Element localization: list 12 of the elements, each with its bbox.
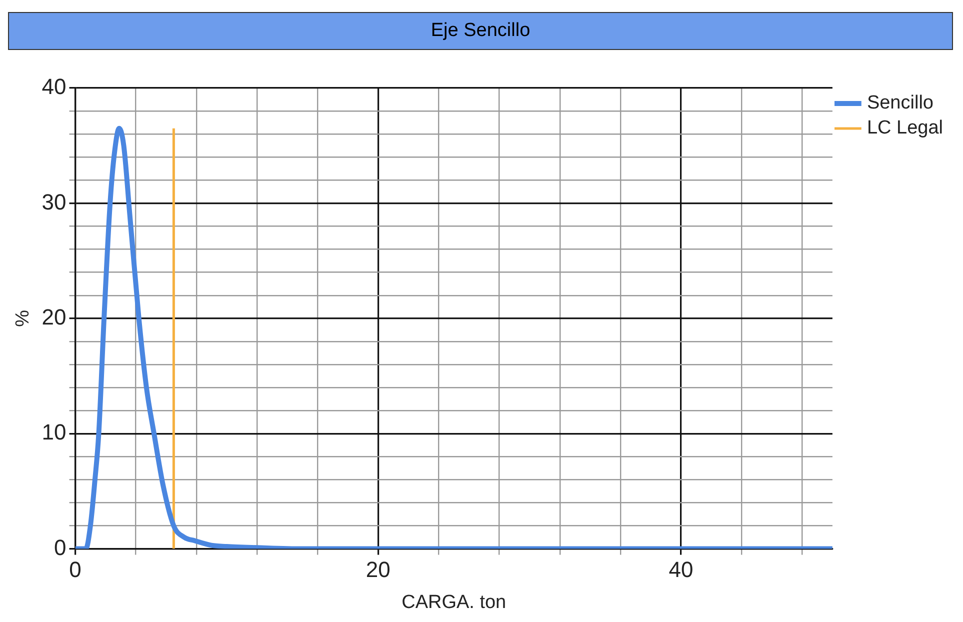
chart-title: Eje Sencillo bbox=[8, 12, 953, 50]
y-tick-label: 30 bbox=[42, 189, 66, 214]
y-axis-title: % bbox=[12, 310, 34, 327]
x-tick-label: 20 bbox=[366, 557, 390, 582]
y-tick-label: 40 bbox=[42, 74, 66, 100]
y-tick-label: 20 bbox=[42, 304, 66, 330]
legend-label: Sencillo bbox=[866, 92, 934, 114]
y-tick-label: 0 bbox=[54, 534, 66, 560]
x-axis-title: CARGA. ton bbox=[402, 592, 506, 613]
legend-label: LC Legal bbox=[866, 118, 944, 139]
y-tick-label: 10 bbox=[42, 420, 66, 445]
x-tick-label: 40 bbox=[668, 557, 694, 582]
